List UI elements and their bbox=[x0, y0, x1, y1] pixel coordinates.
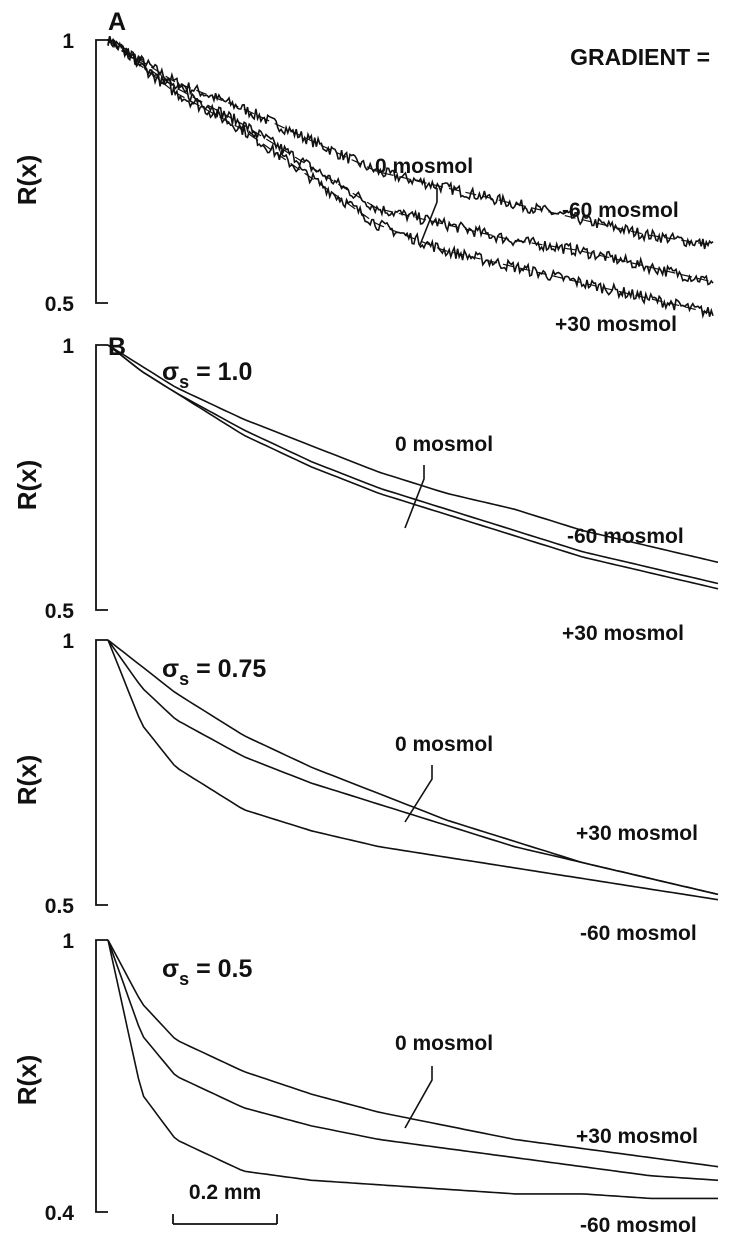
series-line-1 bbox=[107, 939, 719, 1168]
y-tick-label-top: 1 bbox=[62, 335, 74, 358]
fit-line-3 bbox=[107, 39, 714, 315]
y-tick-label-bottom: 0.5 bbox=[45, 895, 75, 918]
series-line-3 bbox=[107, 639, 719, 901]
y-axis-label: R(x) bbox=[12, 155, 42, 206]
pointer-leader-line bbox=[419, 188, 438, 246]
fit-line-2 bbox=[107, 39, 714, 283]
series-line-2 bbox=[107, 36, 714, 286]
lower-series-label: +30 mosmol bbox=[555, 313, 677, 336]
sigma-label: σs = 0.75 bbox=[162, 655, 266, 689]
lower-series-label: -60 mosmol bbox=[580, 922, 697, 945]
scale-bar-label: 0.2 mm bbox=[189, 1181, 261, 1204]
y-tick-label-top: 1 bbox=[62, 30, 74, 53]
series-line-3 bbox=[107, 344, 719, 590]
series-line-3 bbox=[107, 939, 718, 1200]
chart-panel-4: 1 0.4 R(x) σs = 0.5 0 mosmol +30 mosmol -60 mo… bbox=[12, 930, 719, 1237]
plots: 1 0.5 R(x) 0 mosmol -60 mosmol +30 mosmol 1 0.5… bbox=[12, 30, 719, 1237]
gradient-heading: GRADIENT = bbox=[570, 44, 710, 70]
y-tick-label-bottom: 0.5 bbox=[45, 293, 75, 316]
y-axis-4 bbox=[95, 939, 108, 1213]
static-annotations: A GRADIENT = B 0.2 mm bbox=[108, 8, 710, 1225]
upper-series-label: -60 mosmol bbox=[562, 199, 679, 222]
sigma-label: σs = 1.0 bbox=[162, 358, 252, 392]
chart-panel-1: 1 0.5 R(x) 0 mosmol -60 mosmol +30 mosmol bbox=[12, 30, 714, 336]
pointer-label: 0 mosmol bbox=[395, 733, 493, 756]
lower-series-label: +30 mosmol bbox=[562, 622, 684, 645]
y-axis-1 bbox=[95, 39, 108, 304]
pointer-label: 0 mosmol bbox=[375, 155, 473, 178]
y-axis-2 bbox=[95, 344, 108, 611]
series-line-2 bbox=[107, 344, 719, 585]
y-axis-label: R(x) bbox=[12, 1055, 42, 1106]
pointer-leader-line bbox=[404, 765, 433, 823]
pointer-leader-line bbox=[404, 465, 425, 529]
series-line-1 bbox=[107, 36, 714, 250]
y-tick-label-top: 1 bbox=[62, 630, 74, 653]
chart-panel-3: 1 0.5 R(x) σs = 0.75 0 mosmol +30 mosmol -60 m… bbox=[12, 630, 719, 945]
y-axis-label: R(x) bbox=[12, 460, 42, 511]
y-tick-label-bottom: 0.5 bbox=[45, 600, 75, 623]
y-tick-label-bottom: 0.4 bbox=[45, 1202, 75, 1225]
pointer-label: 0 mosmol bbox=[395, 1032, 493, 1055]
sigma-label: σs = 0.5 bbox=[162, 955, 252, 989]
upper-series-label: +30 mosmol bbox=[576, 1125, 698, 1148]
y-axis-3 bbox=[95, 639, 108, 906]
pointer-label: 0 mosmol bbox=[395, 433, 493, 456]
series-line-1 bbox=[107, 344, 719, 564]
upper-series-label: +30 mosmol bbox=[576, 822, 698, 845]
pointer-leader-line bbox=[404, 1066, 433, 1129]
lower-series-label: -60 mosmol bbox=[580, 1214, 697, 1237]
series-line-2 bbox=[107, 939, 719, 1182]
chart-panel-2: 1 0.5 R(x) σs = 1.0 0 mosmol -60 mosmol +30 mo… bbox=[12, 335, 719, 645]
y-axis-label: R(x) bbox=[12, 755, 42, 806]
upper-series-label: -60 mosmol bbox=[567, 525, 684, 548]
series-line-2 bbox=[107, 639, 719, 896]
panel-letter-a: A bbox=[108, 8, 126, 36]
y-tick-label-top: 1 bbox=[62, 930, 74, 953]
